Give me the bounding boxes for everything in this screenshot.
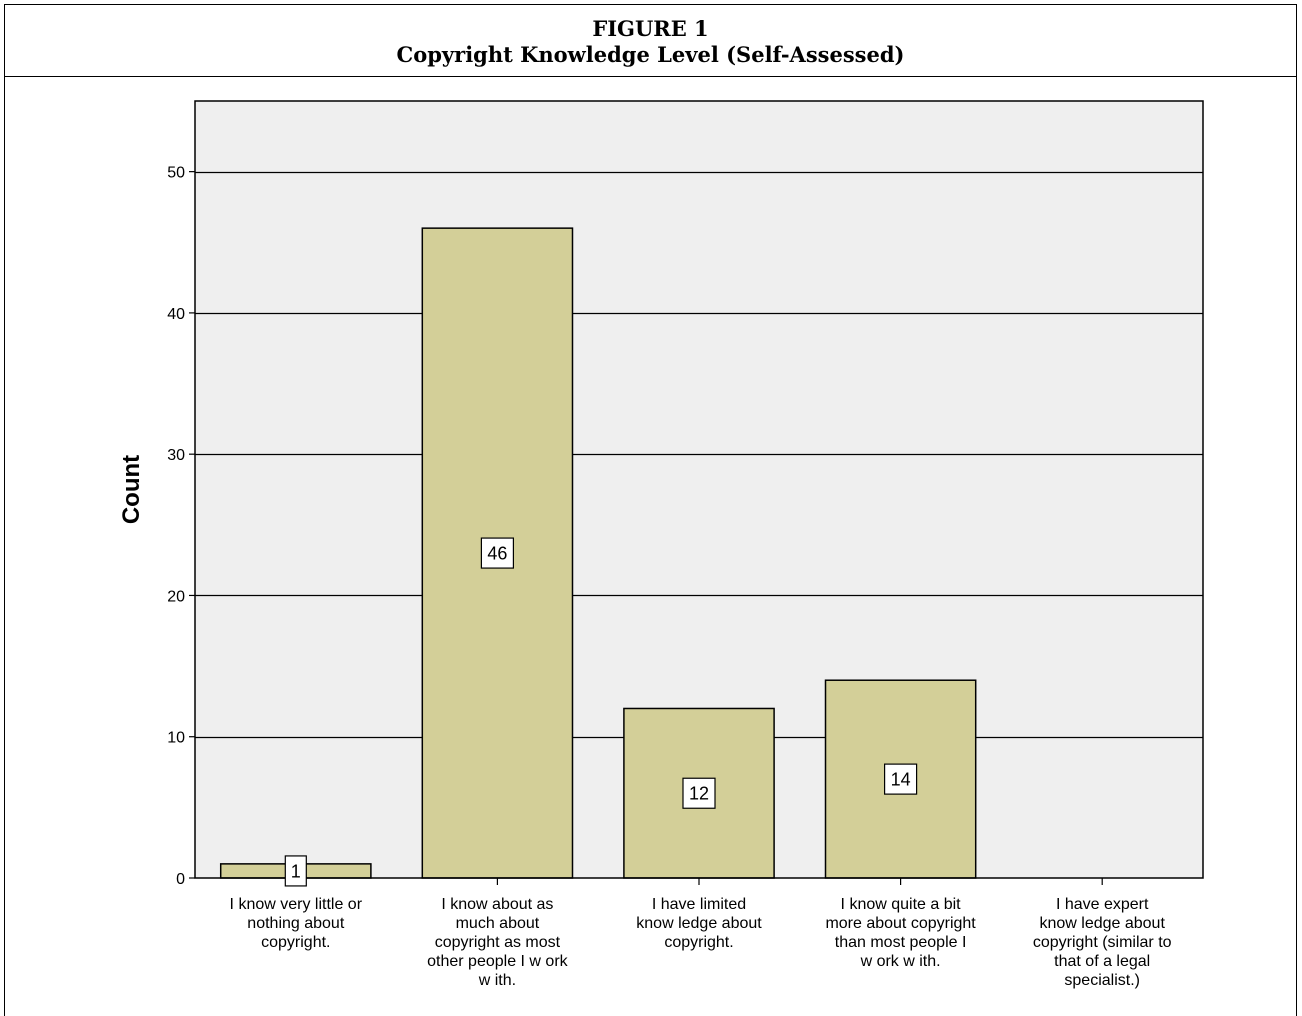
y-tick-label: 40: [167, 306, 185, 323]
x-tick-label-line: other people I w ork: [427, 953, 569, 970]
data-label-box: [883, 763, 918, 795]
x-tick-label-line: I know about as: [441, 896, 553, 913]
x-tick-label-line: that of a legal: [1054, 953, 1150, 970]
x-tick-label-line: I have limited: [652, 896, 746, 913]
x-tick-label-line: I know very little or: [230, 896, 363, 913]
x-tick-label: I know about as much about copyright as mo…: [427, 896, 569, 989]
x-tick-label-line: copyright (similar to: [1033, 934, 1172, 951]
y-tick-label: 20: [167, 588, 185, 605]
x-tick-label-line: w ith.: [478, 972, 516, 989]
x-tick-label: I know very little or nothing about copyri…: [230, 896, 363, 951]
figure-header: FIGURE 1 Copyright Knowledge Level (Self…: [5, 5, 1296, 77]
figure-label: FIGURE 1: [592, 16, 709, 41]
x-tick-label-line: copyright.: [664, 934, 733, 951]
x-tick-label-line: w ork w ith.: [860, 953, 941, 970]
y-tick-label: 50: [167, 165, 185, 182]
data-label-box: [682, 777, 716, 809]
x-tick-label-line: nothing about: [247, 915, 345, 932]
x-tick-label-line: specialist.): [1064, 972, 1140, 989]
x-tick-label-line: more about copyright: [825, 915, 976, 932]
y-tick-label: 30: [167, 447, 185, 464]
y-axis-label: Count: [118, 455, 145, 524]
y-tick-label: 0: [176, 871, 185, 888]
data-label-box: [480, 537, 514, 569]
x-tick-label-line: know ledge about: [1039, 915, 1165, 932]
data-label: 46: [487, 544, 507, 564]
x-tick-label: I have limited know ledge about copyright.: [636, 896, 762, 951]
data-label-box: [284, 855, 307, 887]
x-tick-label-line: know ledge about: [636, 915, 762, 932]
data-label: 1: [291, 861, 301, 881]
x-tick-label: I know quite a bit more about copyright th…: [825, 896, 976, 970]
data-label: 14: [891, 770, 911, 790]
x-tick-label-line: than most people I: [835, 934, 967, 951]
x-tick-label-line: copyright.: [261, 934, 330, 951]
figure-title: Copyright Knowledge Level (Self-Assessed…: [396, 42, 905, 67]
figure-frame: FIGURE 1 Copyright Knowledge Level (Self…: [4, 4, 1297, 1016]
x-tick-label-line: much about: [456, 915, 540, 932]
x-tick-label-line: I know quite a bit: [841, 896, 962, 913]
x-tick-label: I have expert know ledge about copyright (…: [1033, 896, 1172, 989]
x-tick-label-line: copyright as most: [435, 934, 561, 951]
x-tick-label-line: I have expert: [1056, 896, 1149, 913]
data-label: 12: [689, 784, 709, 804]
y-tick-label: 10: [167, 730, 185, 747]
